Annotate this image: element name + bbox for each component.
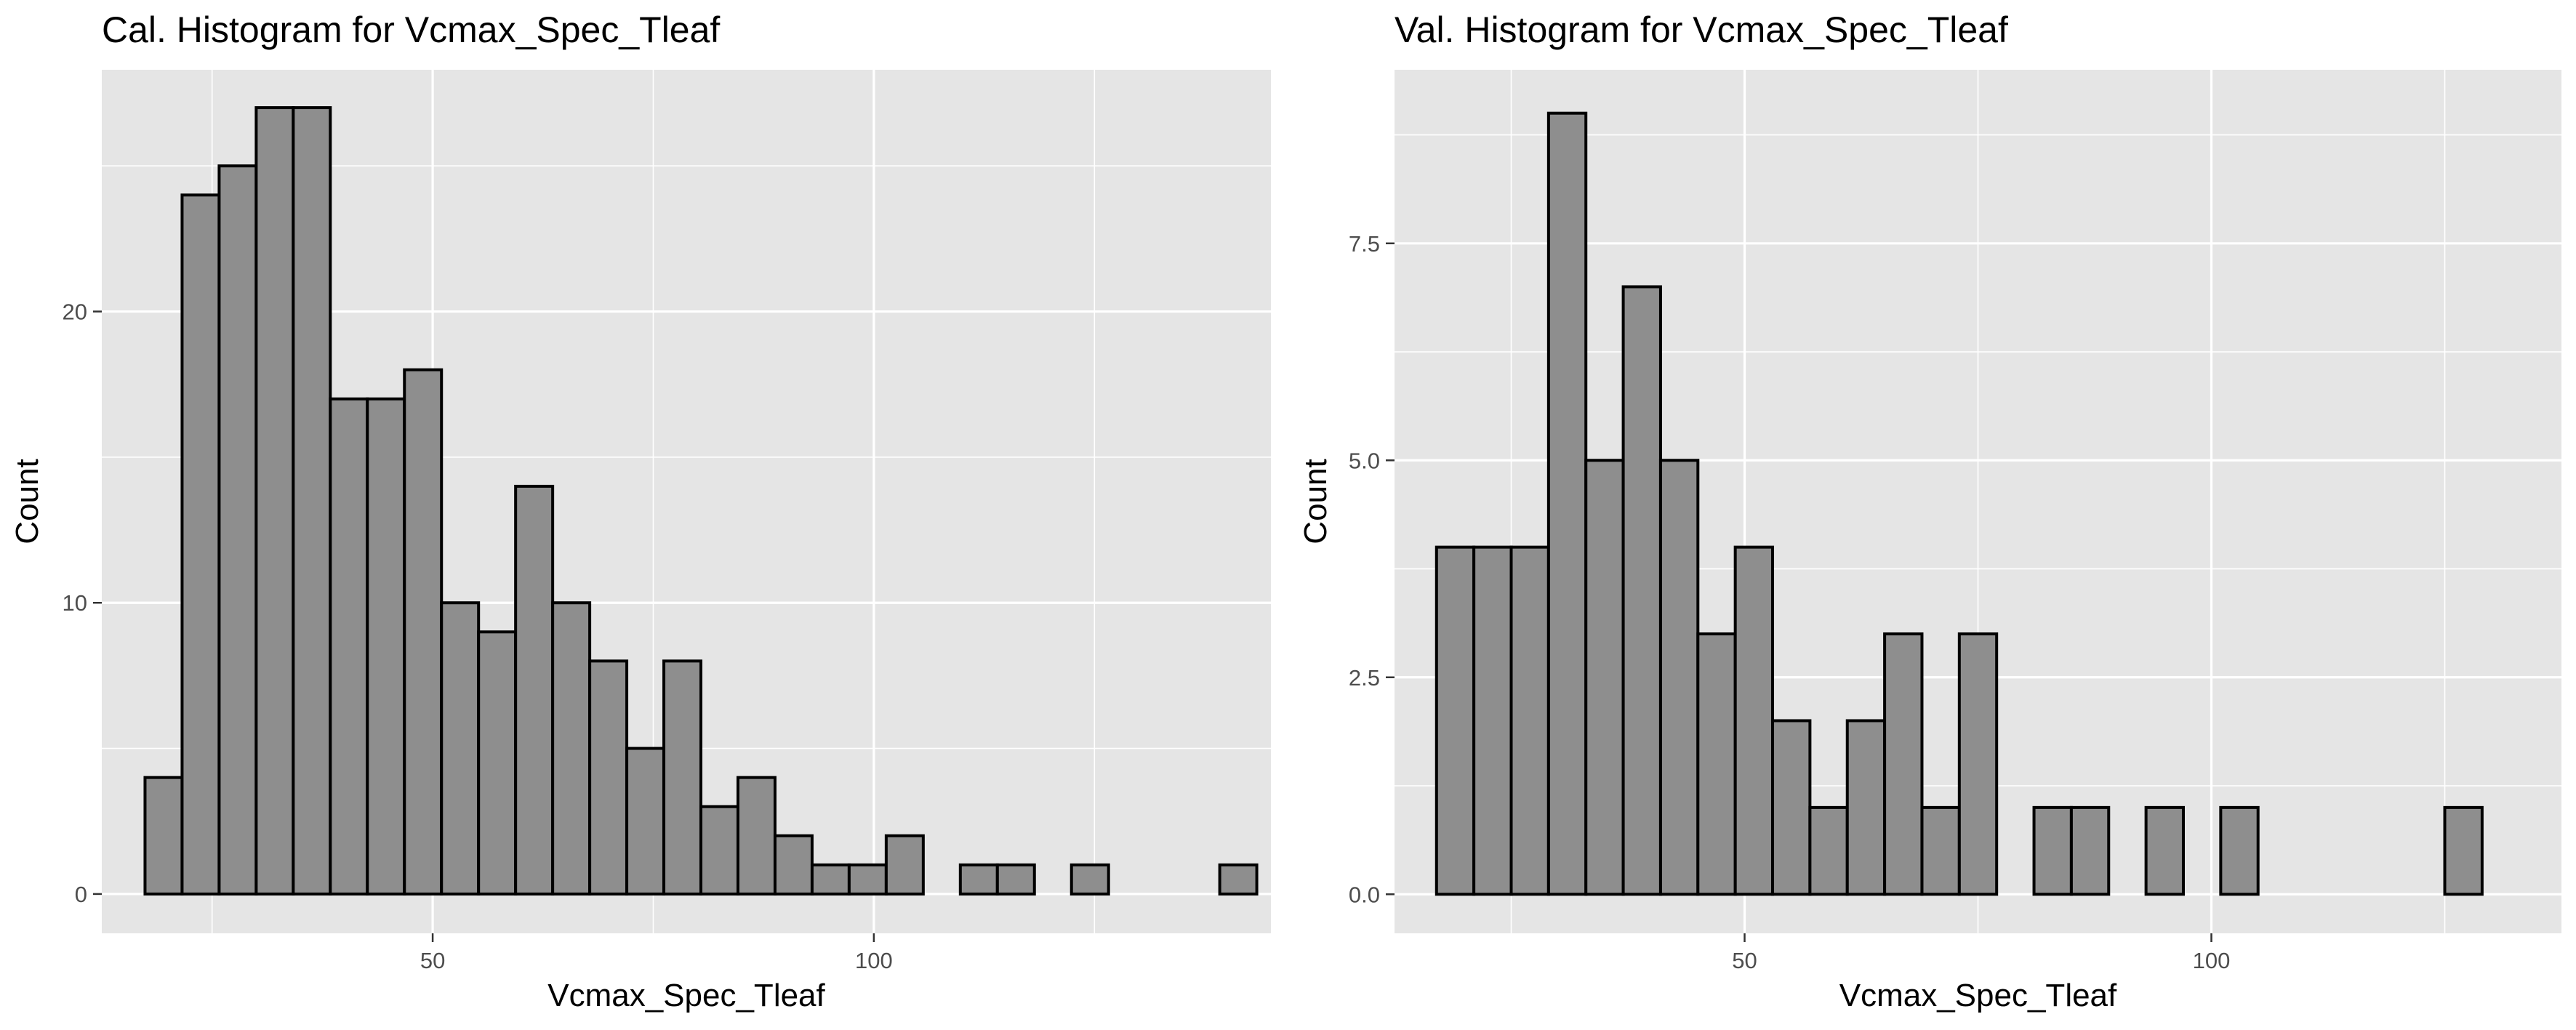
cal-histogram-bar	[440, 601, 481, 896]
val-x-axis-title: Vcmax_Spec_Tleaf	[1839, 978, 2117, 1013]
cal-chart-title: Cal. Histogram for Vcmax_Spec_Tleaf	[102, 9, 721, 50]
val-histogram-bar	[1435, 545, 1476, 896]
cal-histogram-bar	[958, 863, 999, 896]
val-histogram-svg: 0.0 2.5 5.0 7.5 50 100 Vcmax_Spec_Tleaf Count	[1298, 70, 2561, 1013]
val-y-tick-label: 0.0	[1349, 882, 1380, 907]
cal-histogram-bar	[847, 863, 888, 896]
cal-histogram-panel: Cal. Histogram for Vcmax_Spec_Tleaf 0 10 2…	[9, 9, 1271, 1013]
cal-y-tick-label: 10	[63, 590, 87, 616]
val-histogram-bar	[1883, 632, 1924, 896]
cal-histogram-bar	[588, 659, 629, 896]
cal-histogram-bar	[143, 776, 184, 896]
val-histogram-panel: Val. Histogram for Vcmax_Spec_Tleaf 0.0 2…	[1288, 0, 2576, 1030]
cal-histogram-bar	[403, 368, 444, 896]
cal-histogram-bar	[329, 397, 369, 896]
cal-histogram-bar	[884, 834, 925, 896]
cal-y-tick-label: 20	[63, 299, 87, 325]
cal-histogram-bar	[1070, 863, 1110, 896]
val-histogram-bar	[2219, 805, 2260, 896]
cal-x-tick-label: 50	[420, 948, 445, 973]
val-histogram-bar	[2144, 805, 2185, 896]
cal-histogram-bar	[551, 601, 592, 896]
val-histogram-bar	[1472, 545, 1513, 896]
cal-histogram-bar	[625, 747, 666, 896]
val-histogram-bar	[1808, 805, 1849, 896]
val-histogram-bar	[1845, 719, 1887, 896]
cal-y-tick-label: 0	[75, 882, 87, 907]
cal-histogram-bar	[995, 863, 1036, 896]
cal-x-axis-title: Vcmax_Spec_Tleaf	[547, 978, 825, 1013]
val-histogram-bar	[1584, 459, 1625, 896]
val-y-axis-title: Count	[1298, 459, 1333, 544]
val-histogram-bar	[1957, 632, 1999, 896]
cal-histogram-bar	[810, 863, 851, 896]
cal-histogram-bar	[292, 106, 332, 896]
val-histogram-bar	[2069, 805, 2111, 896]
cal-histogram-bar	[662, 659, 703, 896]
cal-histogram-bar	[366, 397, 406, 896]
val-histogram-bar	[1733, 545, 1775, 896]
val-histogram-bar	[1696, 632, 1737, 896]
cal-histogram-bar	[477, 630, 518, 896]
val-histogram-bar	[1771, 719, 1812, 896]
cal-y-axis-title: Count	[9, 459, 45, 544]
cal-histogram-bar	[1218, 863, 1259, 896]
cal-histogram-bar	[736, 776, 777, 896]
val-histogram-bar	[1621, 285, 1662, 896]
val-histogram-bar	[2032, 805, 2073, 896]
cal-histogram-bar	[254, 106, 295, 896]
cal-histogram-bar	[217, 164, 258, 896]
cal-x-tick-label: 100	[855, 948, 893, 973]
val-chart-title: Val. Histogram for Vcmax_Spec_Tleaf	[1395, 9, 2008, 50]
val-histogram-bar	[1509, 545, 1550, 896]
cal-histogram-bar	[180, 193, 221, 896]
cal-histogram-bar	[773, 834, 814, 896]
val-x-tick-label: 100	[2193, 948, 2231, 973]
val-histogram-bar	[1658, 459, 1700, 896]
val-y-tick-label: 7.5	[1349, 231, 1380, 257]
val-y-tick-label: 2.5	[1349, 665, 1380, 691]
val-histogram-bar	[1546, 111, 1588, 896]
cal-histogram-svg: 0 10 20 50 100 Vcmax_Spec_Tleaf Count	[9, 70, 1271, 1013]
val-x-tick-label: 50	[1732, 948, 1757, 973]
val-histogram-bar	[2443, 805, 2484, 896]
cal-histogram-bar	[699, 805, 739, 896]
val-histogram-bar	[1920, 805, 1961, 896]
cal-histogram-bar	[514, 484, 555, 896]
val-y-tick-label: 5.0	[1349, 448, 1380, 473]
